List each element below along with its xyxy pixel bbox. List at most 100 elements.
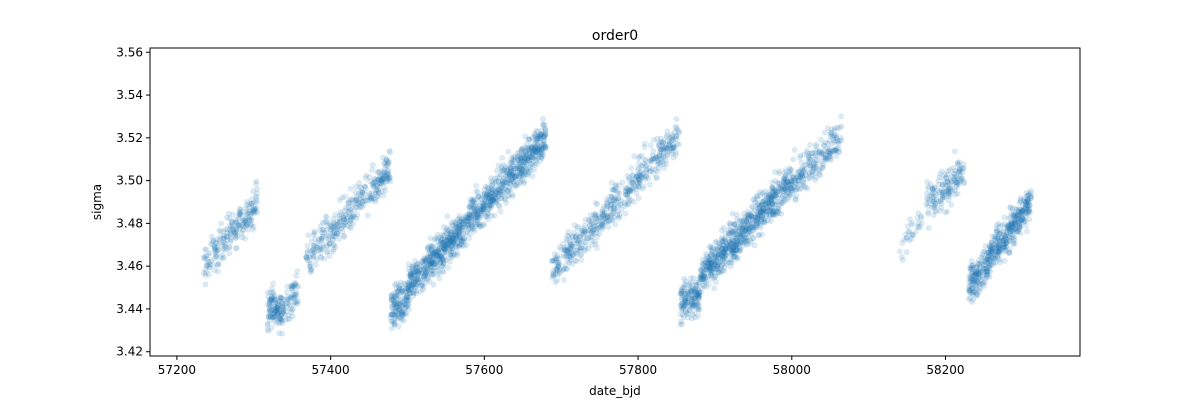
data-point	[314, 244, 321, 250]
data-point	[657, 160, 664, 167]
data-point	[313, 261, 319, 268]
data-point	[210, 261, 217, 268]
data-point	[279, 317, 286, 324]
data-point	[324, 232, 330, 239]
data-point	[283, 307, 289, 314]
data-point	[918, 214, 924, 221]
data-point	[237, 210, 243, 216]
data-point	[679, 286, 685, 293]
data-point	[838, 113, 844, 120]
data-point	[278, 311, 285, 318]
data-point	[708, 275, 715, 282]
data-point	[347, 217, 354, 224]
data-point	[361, 183, 368, 190]
data-point	[359, 199, 366, 206]
data-point	[326, 240, 333, 247]
data-point	[250, 206, 257, 212]
data-point	[643, 169, 649, 176]
data-point	[343, 217, 350, 224]
data-point	[201, 255, 208, 262]
data-point	[375, 168, 381, 175]
y-tick-label: 3.52	[116, 131, 143, 145]
data-point	[324, 248, 331, 255]
data-point	[342, 205, 349, 211]
data-point	[342, 219, 348, 226]
data-point	[227, 231, 234, 238]
data-point	[214, 262, 221, 269]
data-point	[473, 221, 480, 228]
data-point	[541, 131, 548, 138]
data-point	[379, 169, 386, 175]
y-tick-label: 3.42	[116, 345, 143, 359]
data-point	[714, 246, 721, 253]
data-point	[306, 263, 313, 270]
data-point	[588, 230, 595, 237]
data-point	[227, 236, 234, 243]
data-point	[649, 152, 656, 159]
data-point	[332, 211, 339, 218]
data-point	[241, 223, 247, 229]
data-point	[419, 258, 425, 265]
data-point	[1012, 212, 1019, 219]
y-tick-label: 3.56	[116, 45, 143, 59]
data-point	[376, 180, 383, 186]
data-point	[1008, 218, 1014, 225]
data-point	[499, 178, 506, 184]
data-point	[251, 206, 258, 213]
data-point	[213, 253, 220, 260]
data-point	[593, 215, 599, 222]
data-point	[244, 226, 251, 233]
data-point	[278, 312, 285, 319]
data-point	[385, 175, 392, 182]
data-point	[681, 275, 687, 282]
data-point	[334, 229, 340, 236]
data-point	[828, 156, 834, 163]
data-point	[401, 317, 407, 323]
data-point	[636, 153, 643, 160]
data-point	[253, 178, 260, 185]
data-point	[309, 247, 316, 254]
data-point	[250, 208, 256, 214]
data-point	[276, 319, 283, 326]
data-point	[432, 256, 439, 262]
data-point	[324, 249, 331, 255]
data-point	[713, 238, 720, 245]
data-point	[267, 297, 274, 304]
data-point	[483, 213, 490, 220]
data-point	[699, 265, 706, 272]
data-point	[216, 240, 223, 247]
data-point	[493, 167, 500, 174]
data-point	[369, 166, 375, 173]
data-point	[494, 174, 501, 180]
data-point	[356, 199, 363, 206]
data-point	[363, 172, 370, 179]
data-point	[326, 220, 332, 227]
data-point	[796, 186, 803, 193]
data-point	[366, 174, 373, 180]
data-point	[279, 304, 286, 310]
data-point	[243, 208, 250, 214]
data-point	[926, 197, 933, 204]
data-point	[211, 242, 218, 249]
data-point	[960, 180, 967, 187]
data-point	[369, 190, 375, 197]
data-point	[228, 234, 234, 241]
data-point	[400, 311, 406, 318]
data-point	[269, 307, 275, 314]
data-point	[615, 215, 622, 221]
data-point	[220, 239, 226, 245]
data-point	[967, 295, 974, 301]
data-point	[375, 176, 382, 183]
data-point	[266, 306, 273, 313]
data-point	[761, 215, 767, 222]
data-point	[788, 166, 795, 173]
data-point	[273, 320, 279, 327]
data-point	[608, 179, 615, 186]
data-point	[374, 183, 381, 189]
data-point	[506, 185, 513, 192]
data-point	[341, 216, 347, 223]
data-point	[243, 221, 250, 228]
data-point	[646, 181, 653, 188]
data-point	[650, 137, 657, 143]
data-point	[672, 123, 679, 130]
